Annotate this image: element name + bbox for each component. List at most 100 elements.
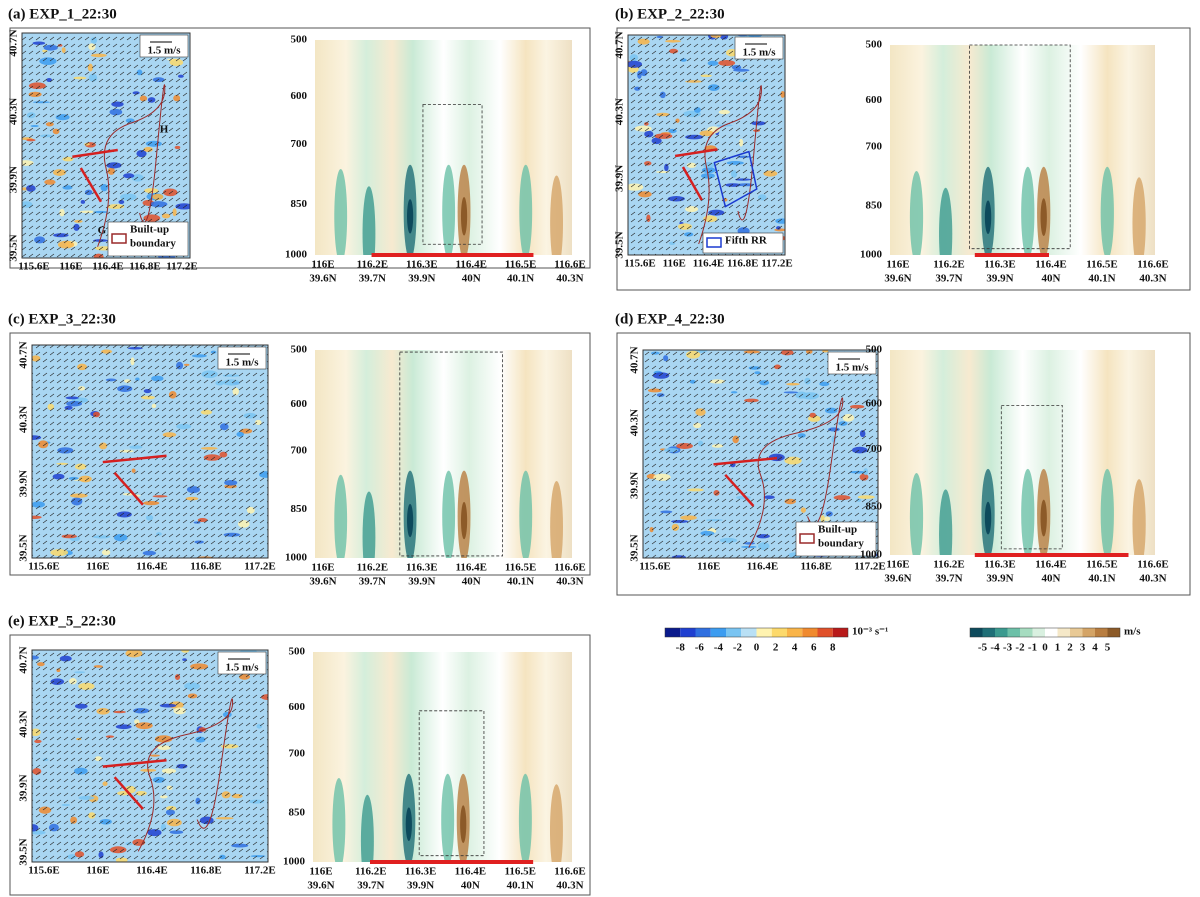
colorbar-label: 2 — [1067, 642, 1073, 654]
section-x-tick-label: 116E — [886, 259, 909, 271]
velocity-cell — [442, 164, 456, 255]
panel-frame — [616, 27, 1191, 291]
section-x-tick-label: 116.6E — [1137, 259, 1168, 271]
map-y-tick-label: 39.5N — [18, 534, 30, 561]
section-y-tick-label: 700 — [289, 747, 306, 759]
section-y-tick-label: 850 — [866, 500, 883, 512]
velocity-cell — [332, 778, 346, 862]
colorbar-unit: 10⁻³ s⁻¹ — [852, 626, 888, 638]
focus-region — [969, 44, 1071, 250]
colorbar-swatch — [1107, 628, 1120, 637]
section-x-tick-label: 116.6E — [554, 259, 585, 271]
map-frame — [31, 649, 269, 863]
section-x-tick-label: 116.2E — [933, 259, 964, 271]
legend-label: boundary — [818, 538, 864, 550]
colorbar-label: 0 — [754, 642, 760, 654]
section-x-tick-label: 40.1N — [1088, 273, 1115, 285]
map-y-tick-label: 40.3N — [18, 710, 30, 737]
section-x-tick-label: 116E — [886, 559, 909, 571]
colorbar-label: -2 — [733, 642, 743, 654]
colorbar-swatch — [787, 628, 803, 637]
section-x-tick-label: 116.2E — [933, 559, 964, 571]
flow-arrow — [113, 471, 144, 506]
velocity-cell — [1021, 468, 1035, 555]
colorbar-swatch — [1032, 628, 1045, 637]
map-y-tick-label: 40.7N — [614, 31, 626, 58]
map-y-tick-label: 40.3N — [8, 98, 20, 125]
section-x-tick-label: 39.7N — [935, 273, 962, 285]
velocity-cell — [984, 501, 992, 535]
section-y-tick-label: 600 — [866, 397, 883, 409]
section-x-tick-label: 39.7N — [935, 573, 962, 585]
section-y-tick-label: 500 — [291, 344, 308, 356]
section-x-tick-label: 39.9N — [986, 273, 1013, 285]
section-x-tick-label: 39.6N — [309, 273, 336, 285]
section-y-tick-label: 700 — [291, 138, 308, 150]
section-x-tick-label: 116.2E — [355, 866, 386, 878]
map-x-tick-label: 117.2E — [244, 865, 275, 877]
map-x-tick-label: 116.8E — [129, 261, 160, 273]
velocity-cell — [518, 773, 532, 862]
section-y-tick-label: 600 — [866, 94, 883, 106]
map-x-tick-label: 115.6E — [18, 261, 49, 273]
colorbar-swatch — [710, 628, 726, 637]
panel-frame — [9, 27, 591, 269]
colorbar-swatch — [756, 628, 772, 637]
section-x-tick-label: 40.1N — [507, 273, 534, 285]
wind-vectors — [32, 345, 268, 558]
section-x-tick-label: 40N — [462, 273, 481, 285]
scale-box — [827, 351, 877, 375]
flow-arrow — [79, 167, 103, 203]
velocity-cell — [360, 794, 374, 862]
section-x-tick-label: 116.5E — [505, 562, 536, 574]
velocity-cell — [407, 199, 414, 234]
velocity-cell — [550, 481, 564, 558]
scale-box — [217, 346, 267, 370]
colorbar-label: 0 — [1042, 642, 1048, 654]
section-x-tick-label: 39.6N — [309, 576, 336, 588]
panel-title: (c) EXP_3_22:30 — [8, 311, 116, 327]
colorbar-swatch — [802, 628, 818, 637]
section-x-tick-label: 40.1N — [507, 880, 534, 892]
section-x-tick-label: 40.3N — [556, 273, 583, 285]
section-x-tick-label: 116.6E — [554, 562, 585, 574]
section-x-tick-label: 116.4E — [455, 562, 486, 574]
panel-title: (b) EXP_2_22:30 — [615, 6, 725, 22]
legend-icon — [111, 233, 127, 244]
map-x-tick-label: 116.8E — [190, 561, 221, 573]
section-y-tick-label: 850 — [866, 199, 883, 211]
section-x-tick-label: 116.2E — [357, 259, 388, 271]
velocity-cell — [460, 196, 468, 236]
colorbar-swatch — [695, 628, 711, 637]
flow-arrow — [674, 148, 718, 158]
section-x-tick-label: 116.5E — [1086, 559, 1117, 571]
flow-arrow — [72, 148, 118, 158]
map-x-tick-label: 116E — [663, 258, 686, 270]
map-x-tick-label: 116.8E — [190, 865, 221, 877]
velocity-cell — [909, 473, 924, 555]
map-y-tick-label: 40.7N — [8, 29, 20, 56]
colorbar-swatch — [665, 628, 681, 637]
colorbar-label: -1 — [1028, 642, 1037, 654]
flow-arrow — [713, 456, 778, 466]
section-x-tick-label: 40.1N — [1088, 573, 1115, 585]
colorbar-label: 1 — [1055, 642, 1061, 654]
colorbar-swatch — [832, 628, 848, 637]
map-x-tick-label: 117.2E — [761, 258, 792, 270]
legend-label: Built-up — [130, 224, 169, 236]
map-x-tick-label: 116E — [59, 261, 82, 273]
map-x-tick-label: 116.4E — [693, 258, 724, 270]
section-y-tick-label: 700 — [866, 140, 883, 152]
colorbar-frame — [664, 627, 849, 638]
map-y-tick-label: 39.5N — [18, 838, 30, 865]
map-x-tick-label: 116E — [86, 561, 109, 573]
velocity-cell — [1132, 479, 1146, 555]
section-x-tick-label: 40N — [1042, 273, 1061, 285]
colorbar-swatch — [680, 628, 696, 637]
flow-arrow — [724, 473, 755, 507]
velocity-cell — [1132, 177, 1146, 255]
legend-icon — [706, 237, 722, 248]
colorbar-swatch — [817, 628, 833, 637]
panel-frame — [9, 332, 591, 576]
colorbar-swatch — [1007, 628, 1020, 637]
